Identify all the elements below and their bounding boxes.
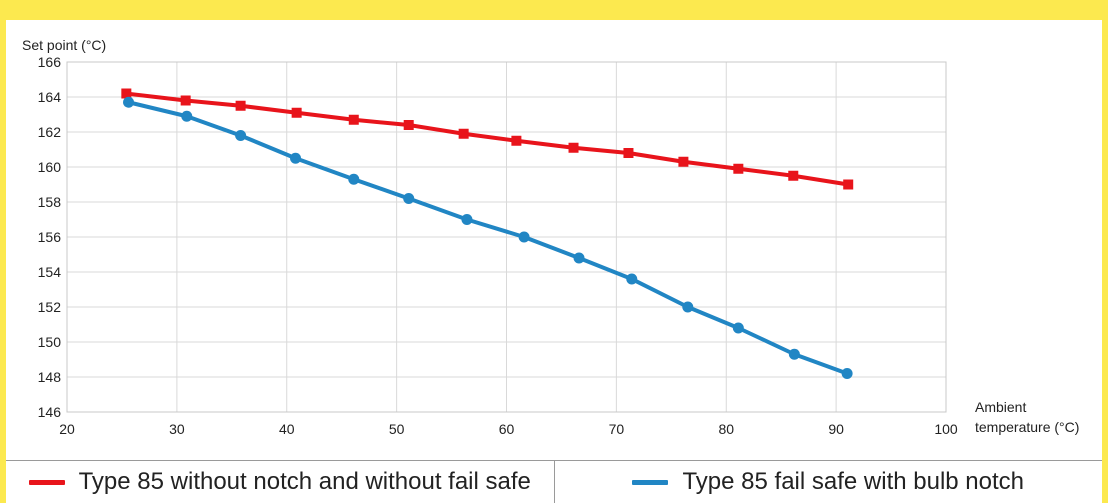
data-point-square bbox=[511, 135, 522, 146]
line-chart: 146 148 150 152 154 156 158 160 162 164 166 20 30 40 5… bbox=[22, 37, 1079, 437]
data-point-circle bbox=[518, 231, 530, 243]
y-tick-label: 156 bbox=[38, 229, 62, 245]
y-tick-label: 158 bbox=[38, 194, 62, 210]
chart-legend: Type 85 without notch and without fail s… bbox=[6, 460, 1102, 503]
y-tick-label: 166 bbox=[38, 54, 62, 70]
y-tick-label: 162 bbox=[38, 124, 62, 140]
x-tick-label: 70 bbox=[609, 421, 625, 437]
data-point-circle bbox=[181, 110, 193, 122]
data-point-circle bbox=[841, 368, 853, 379]
data-point-circle bbox=[290, 152, 302, 164]
data-point-circle bbox=[235, 130, 247, 141]
y-tick-label: 152 bbox=[38, 299, 62, 315]
x-axis-label: temperature (°C) bbox=[975, 419, 1079, 435]
data-point-circle bbox=[403, 193, 415, 204]
y-tick-label: 154 bbox=[38, 264, 62, 280]
x-tick-label: 40 bbox=[279, 421, 295, 437]
series-line-1 bbox=[126, 91, 849, 187]
data-point-square bbox=[733, 163, 744, 174]
data-point-square bbox=[235, 100, 246, 111]
y-tick-label: 146 bbox=[38, 404, 62, 420]
legend-swatch-red bbox=[28, 479, 65, 485]
legend-label-red: Type 85 without notch and without fail s… bbox=[78, 468, 531, 495]
data-point-square bbox=[623, 148, 634, 158]
data-point-circle bbox=[682, 301, 694, 313]
y-tick-label: 164 bbox=[38, 89, 62, 105]
data-point-square bbox=[458, 128, 469, 139]
x-tick-label: 100 bbox=[934, 421, 958, 437]
plot-area-border bbox=[66, 61, 947, 413]
legend-swatch-blue bbox=[632, 479, 669, 485]
series-line-2 bbox=[128, 100, 848, 376]
y-axis-label: Set point (°C) bbox=[22, 37, 106, 53]
data-point-circle bbox=[626, 273, 638, 285]
legend-item-red-series: Type 85 without notch and without fail s… bbox=[6, 461, 554, 503]
data-point-square bbox=[403, 120, 414, 130]
data-point-circle bbox=[348, 173, 360, 185]
legend-label-blue: Type 85 fail safe with bulb notch bbox=[682, 468, 1025, 495]
data-point-square bbox=[180, 95, 191, 106]
data-point-circle bbox=[788, 348, 800, 360]
x-axis-label: Ambient bbox=[975, 399, 1026, 415]
data-point-square bbox=[678, 156, 689, 167]
x-tick-label: 60 bbox=[499, 421, 515, 437]
y-tick-label: 148 bbox=[38, 369, 62, 385]
legend-item-blue-series: Type 85 fail safe with bulb notch bbox=[553, 461, 1103, 503]
data-point-square bbox=[291, 107, 302, 118]
data-point-circle bbox=[573, 252, 585, 264]
data-point-circle bbox=[461, 214, 473, 225]
x-tick-label: 80 bbox=[718, 421, 734, 437]
data-point-circle bbox=[123, 96, 135, 108]
x-tick-label: 30 bbox=[169, 421, 185, 437]
data-point-square bbox=[348, 114, 359, 125]
data-point-square bbox=[788, 170, 799, 181]
y-tick-label: 150 bbox=[38, 334, 62, 350]
x-tick-label: 20 bbox=[59, 421, 75, 437]
data-point-square bbox=[843, 179, 854, 190]
data-point-square bbox=[568, 142, 579, 153]
data-point-circle bbox=[732, 322, 744, 334]
x-tick-label: 50 bbox=[389, 421, 405, 437]
x-tick-label: 90 bbox=[828, 421, 844, 437]
top-band bbox=[0, 0, 1108, 20]
data-point-square bbox=[121, 88, 132, 99]
y-tick-label: 160 bbox=[38, 159, 62, 175]
